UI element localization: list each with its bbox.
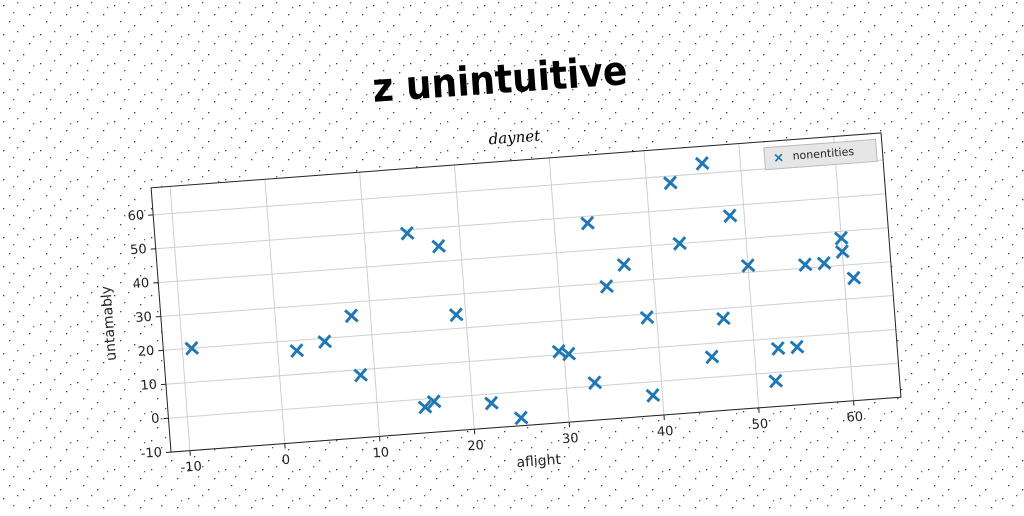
x-tick-label: 0: [281, 453, 290, 469]
y-tick-label: 50: [130, 242, 148, 258]
x-tick-label: 40: [656, 424, 674, 440]
y-tick-label: 10: [140, 378, 158, 394]
y-tick-label: 30: [135, 310, 153, 326]
axes-background: [151, 133, 901, 452]
x-tick-label: 30: [562, 431, 580, 447]
y-tick-label: -10: [140, 445, 162, 462]
y-tick-label: 60: [127, 208, 145, 224]
y-tick-label: 0: [151, 411, 160, 427]
x-tick-label: 60: [846, 410, 864, 426]
x-axis-label: aflight: [516, 452, 562, 471]
y-tick-label: 20: [137, 344, 155, 360]
x-tick-label: 50: [751, 417, 769, 433]
x-tick-label: 10: [372, 445, 390, 461]
y-tick-label: 40: [132, 276, 150, 292]
x-tick-label: 20: [467, 438, 485, 454]
x-tick-label: -10: [180, 459, 202, 476]
